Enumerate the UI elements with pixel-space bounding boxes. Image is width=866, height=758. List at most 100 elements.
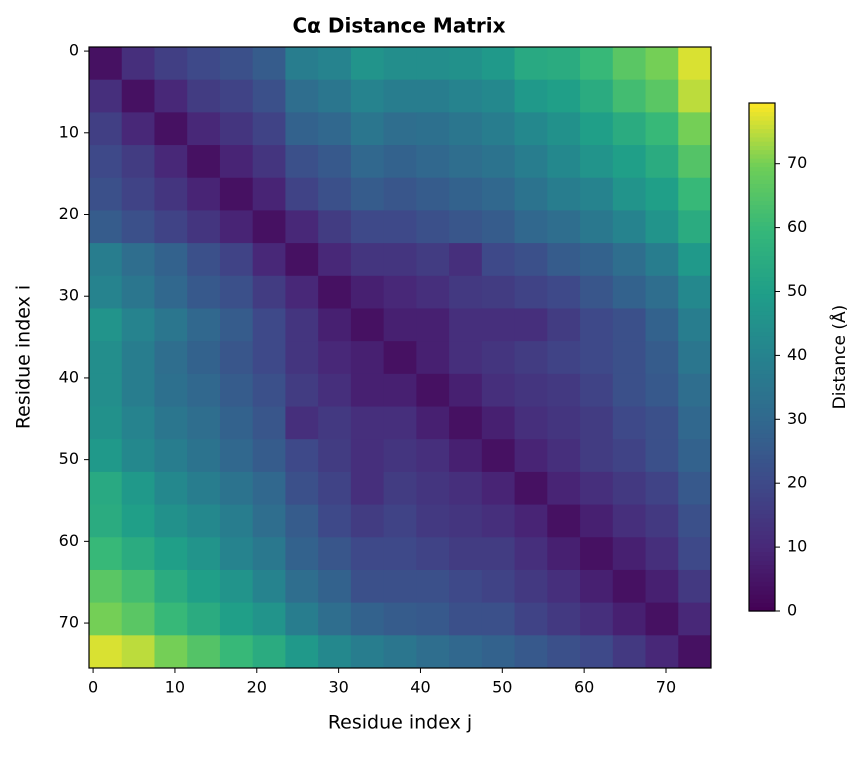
heatmap-cell bbox=[645, 275, 679, 309]
heatmap-cell bbox=[252, 406, 286, 440]
colorbar-segment bbox=[749, 170, 775, 176]
heatmap-cell bbox=[89, 308, 123, 342]
heatmap-cell bbox=[219, 373, 254, 408]
colorbar-segment bbox=[749, 141, 775, 146]
colorbar-segment bbox=[749, 251, 775, 256]
heatmap-cell bbox=[383, 112, 417, 146]
heatmap-cell bbox=[285, 471, 319, 506]
heatmap-cell bbox=[481, 177, 516, 211]
heatmap-cell bbox=[89, 439, 123, 473]
heatmap-cell bbox=[318, 177, 352, 211]
colorbar-segment bbox=[749, 450, 775, 455]
heatmap-cell bbox=[383, 145, 417, 179]
colorbar-segment bbox=[749, 475, 775, 481]
colorbar-segment bbox=[749, 509, 775, 515]
y-tick-label: 70 bbox=[59, 613, 79, 632]
colorbar-segment bbox=[749, 280, 775, 286]
heatmap-cell bbox=[481, 210, 516, 244]
heatmap-cell bbox=[350, 47, 385, 81]
heatmap-cell bbox=[350, 602, 385, 636]
colorbar-segment bbox=[749, 445, 775, 451]
heatmap-cell bbox=[187, 406, 221, 440]
heatmap-cell bbox=[154, 569, 188, 604]
heatmap-cell bbox=[383, 47, 417, 81]
heatmap-cell bbox=[580, 145, 614, 179]
heatmap-cell bbox=[580, 341, 614, 375]
colorbar-segment bbox=[749, 606, 775, 612]
heatmap-cell bbox=[580, 406, 614, 440]
heatmap-cell bbox=[318, 341, 352, 375]
heatmap-cell bbox=[416, 341, 450, 375]
x-tick-label: 10 bbox=[165, 678, 185, 697]
heatmap-cell bbox=[285, 373, 319, 408]
heatmap-cell bbox=[612, 341, 647, 375]
heatmap-cell bbox=[580, 471, 614, 506]
colorbar-segment bbox=[749, 585, 775, 591]
heatmap-cell bbox=[219, 537, 254, 571]
colorbar-segment bbox=[749, 166, 775, 172]
colorbar-segment bbox=[749, 555, 775, 561]
heatmap-cell bbox=[252, 537, 286, 571]
colorbar-segment bbox=[749, 407, 775, 413]
heatmap-cell bbox=[612, 602, 647, 636]
heatmap-cell bbox=[547, 569, 581, 604]
heatmap-cell bbox=[449, 537, 483, 571]
colorbar-segment bbox=[749, 513, 775, 519]
colorbar-segment bbox=[749, 568, 775, 574]
y-tick-label: 0 bbox=[69, 41, 79, 60]
heatmap-cell bbox=[187, 79, 221, 113]
colorbar-segment bbox=[749, 365, 775, 371]
heatmap-cell bbox=[89, 504, 123, 538]
heatmap-cell bbox=[350, 635, 385, 669]
heatmap-cell bbox=[285, 569, 319, 604]
colorbar-segment bbox=[749, 433, 775, 439]
colorbar-tick-label: 40 bbox=[787, 345, 807, 364]
heatmap-cell bbox=[121, 569, 155, 604]
heatmap-cell bbox=[154, 406, 188, 440]
y-tick-label: 10 bbox=[59, 122, 79, 141]
heatmap-cell bbox=[89, 243, 123, 277]
heatmap-cell bbox=[645, 439, 679, 473]
heatmap-cell bbox=[416, 406, 450, 440]
heatmap-cell bbox=[678, 439, 712, 473]
heatmap-cell bbox=[645, 210, 679, 244]
heatmap-cell bbox=[678, 112, 712, 146]
heatmap-cell bbox=[449, 504, 483, 538]
heatmap-cell bbox=[612, 537, 647, 571]
heatmap-cell bbox=[645, 406, 679, 440]
heatmap-cell bbox=[449, 112, 483, 146]
heatmap-cell bbox=[350, 177, 385, 211]
heatmap-cell bbox=[285, 210, 319, 244]
heatmap-cell bbox=[89, 47, 123, 81]
colorbar-segment bbox=[749, 323, 775, 328]
heatmap-cell bbox=[580, 210, 614, 244]
heatmap-cell bbox=[481, 308, 516, 342]
x-tick-label: 40 bbox=[410, 678, 430, 697]
heatmap-cell bbox=[350, 308, 385, 342]
heatmap-cell bbox=[514, 243, 548, 277]
colorbar-segment bbox=[749, 382, 775, 388]
heatmap-cell bbox=[285, 47, 319, 81]
colorbar-segment bbox=[749, 272, 775, 278]
heatmap-cell bbox=[416, 145, 450, 179]
heatmap-cell bbox=[547, 602, 581, 636]
heatmap-cell bbox=[678, 47, 712, 81]
heatmap-cell bbox=[252, 177, 286, 211]
heatmap bbox=[89, 47, 712, 669]
heatmap-cell bbox=[449, 79, 483, 113]
heatmap-cell bbox=[121, 112, 155, 146]
heatmap-cell bbox=[187, 504, 221, 538]
colorbar-segment bbox=[749, 539, 775, 544]
heatmap-cell bbox=[89, 341, 123, 375]
heatmap-cell bbox=[252, 243, 286, 277]
heatmap-cell bbox=[89, 406, 123, 440]
x-tick-label: 30 bbox=[328, 678, 348, 697]
heatmap-cell bbox=[121, 308, 155, 342]
x-axis-label: Residue index j bbox=[328, 712, 472, 734]
heatmap-cell bbox=[449, 471, 483, 506]
heatmap-cell bbox=[449, 275, 483, 309]
heatmap-cell bbox=[514, 569, 548, 604]
heatmap-cell bbox=[416, 635, 450, 669]
heatmap-cell bbox=[121, 177, 155, 211]
colorbar-segment bbox=[749, 200, 775, 206]
